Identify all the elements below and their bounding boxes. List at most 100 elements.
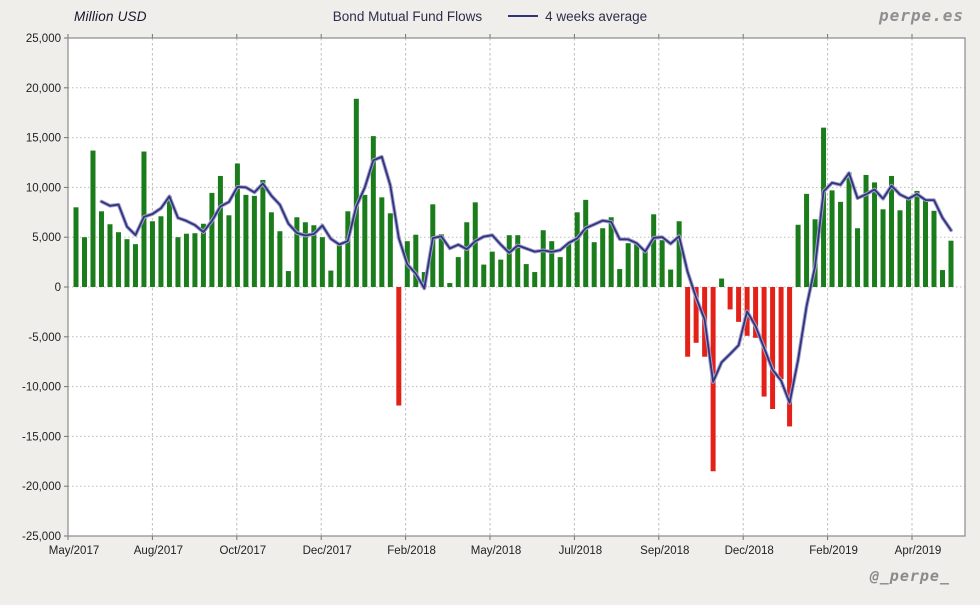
bar-positive: [175, 237, 181, 287]
bar-positive: [268, 212, 274, 287]
bar-positive: [880, 209, 886, 287]
bar-positive: [302, 222, 308, 287]
bar-positive: [668, 269, 674, 287]
bar-positive: [277, 231, 283, 287]
bar-positive: [192, 233, 198, 287]
bar-positive: [906, 199, 912, 287]
x-tick-label: May/2017: [49, 545, 100, 557]
bar-positive: [506, 235, 512, 287]
bar-positive: [574, 212, 580, 287]
bar-positive: [523, 264, 529, 287]
bar-positive: [931, 210, 937, 287]
bar-positive: [566, 243, 572, 287]
y-axis-title: Million USD: [74, 9, 147, 24]
chart-header: Bond Mutual Fund Flows 4 weeks average: [0, 9, 980, 24]
bar-positive: [209, 192, 215, 287]
bar-negative: [778, 287, 784, 380]
bar-positive: [226, 215, 232, 287]
y-tick-label: -10,000: [22, 382, 61, 394]
legend-label: 4 weeks average: [545, 9, 648, 24]
plot-border: [67, 37, 966, 537]
y-tick-label: -20,000: [22, 481, 61, 493]
bar-positive: [98, 211, 104, 287]
average-line-series: [99, 154, 953, 405]
bar-positive: [846, 172, 852, 287]
bar-positive: [923, 199, 928, 287]
bar-negative: [736, 287, 742, 322]
bar-negative: [396, 287, 402, 406]
bar-positive: [413, 234, 419, 287]
x-tick-label: Dec/2018: [725, 545, 774, 557]
bar-positive: [166, 196, 172, 287]
bar-positive: [591, 242, 597, 287]
bar-positive: [243, 194, 249, 287]
x-tick-label: May/2018: [471, 545, 522, 557]
bar-positive: [158, 216, 164, 287]
x-tick-label: Apr/2019: [895, 545, 942, 557]
bar-positive: [481, 264, 487, 287]
bar-negative: [727, 287, 733, 310]
chart-title: Bond Mutual Fund Flows: [332, 9, 483, 24]
bar-positive: [447, 283, 453, 287]
y-tick-label: -15,000: [22, 431, 61, 443]
bar-positive: [863, 174, 869, 287]
bar-positive: [132, 244, 138, 287]
bar-positive: [600, 228, 606, 287]
y-tick-label: -25,000: [22, 531, 61, 543]
x-tick-label: Aug/2017: [134, 545, 183, 557]
bar-positive: [387, 213, 393, 287]
bar-positive: [336, 245, 342, 287]
bar-negative: [787, 287, 793, 427]
brand-watermark: perpe.es: [878, 6, 964, 25]
bar-positive: [872, 182, 878, 287]
bar-positive: [149, 221, 155, 287]
bar-positive: [939, 270, 945, 287]
bar-positive: [124, 239, 130, 287]
bar-positive: [379, 197, 385, 287]
bar-positive: [217, 175, 223, 287]
bar-positive: [583, 199, 589, 287]
bar-positive: [319, 237, 325, 287]
bar-positive: [659, 240, 665, 287]
bar-positive: [285, 271, 291, 287]
bar-positive: [634, 243, 640, 287]
y-tick-label: 5,000: [32, 232, 61, 244]
bar-positive: [532, 272, 538, 287]
x-tick-label: Feb/2018: [387, 545, 436, 557]
x-tick-label: Feb/2019: [809, 545, 858, 557]
bar-positive: [345, 211, 351, 287]
bar-negative: [770, 287, 776, 410]
bar-positive: [353, 98, 359, 287]
bar-positive: [472, 202, 478, 287]
bar-positive: [498, 259, 504, 287]
bar-positive: [73, 207, 79, 287]
bar-positive: [838, 201, 844, 287]
bar-positive: [617, 269, 623, 287]
bar-positive: [540, 230, 546, 287]
legend-line-icon: [508, 15, 539, 18]
y-tick-label: 25,000: [26, 33, 61, 45]
bar-positive: [889, 175, 895, 287]
bar-positive: [294, 217, 300, 287]
bar-positive: [948, 240, 954, 287]
x-tick-label: Dec/2017: [303, 545, 352, 557]
bar-positive: [234, 163, 240, 287]
bar-positive: [311, 225, 317, 287]
y-tick-label: 20,000: [26, 83, 61, 95]
y-tick-label: -5,000: [28, 332, 61, 344]
bar-positive: [625, 243, 631, 287]
bar-positive: [90, 150, 96, 287]
bar-positive: [914, 190, 920, 287]
author-handle: @_perpe_: [869, 567, 950, 585]
y-tick-label: 0: [55, 282, 61, 294]
bar-positive: [515, 235, 521, 287]
bar-positive: [651, 214, 657, 287]
bar-negative: [753, 287, 759, 338]
bar-positive: [455, 257, 461, 287]
bar-positive: [107, 224, 113, 287]
bar-positive: [719, 278, 725, 287]
bar-positive: [464, 222, 470, 287]
bar-positive: [642, 250, 648, 287]
